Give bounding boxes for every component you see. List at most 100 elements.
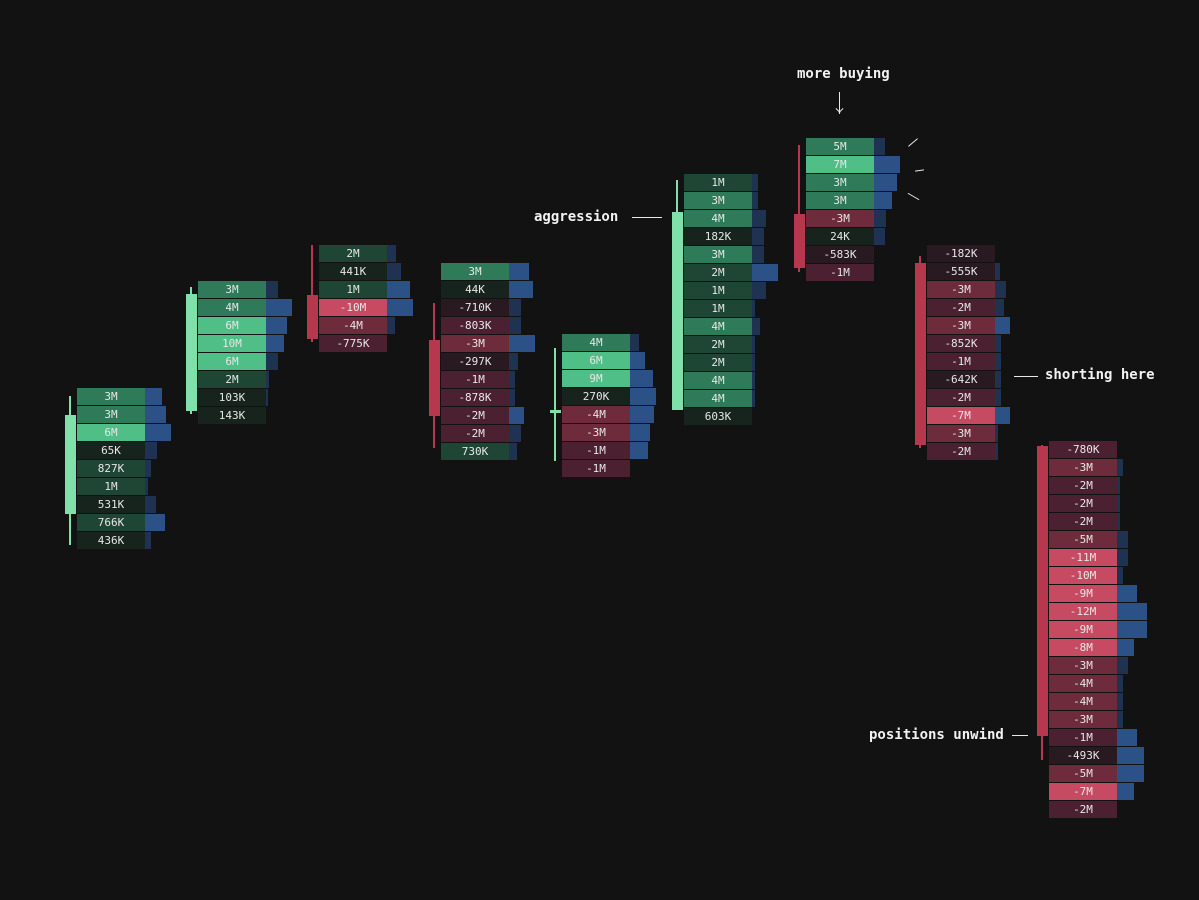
- footprint-cell: -583K: [806, 246, 874, 263]
- volume-bar: [509, 425, 521, 442]
- footprint-cell: -1M: [1049, 729, 1117, 746]
- footprint-cell: -5M: [1049, 765, 1117, 782]
- volume-bar: [752, 336, 755, 353]
- candle-body: [186, 293, 197, 411]
- footprint-cell: 4M: [684, 372, 752, 389]
- footprint-cell: 1M: [77, 478, 145, 495]
- footprint-cell: 1M: [684, 282, 752, 299]
- volume-bar: [995, 407, 1010, 424]
- volume-bar: [1117, 603, 1147, 620]
- volume-bar: [266, 281, 278, 298]
- volume-bar: [995, 281, 1006, 298]
- volume-bar: [266, 335, 284, 352]
- footprint-cell: -3M: [1049, 657, 1117, 674]
- volume-bar: [874, 156, 900, 173]
- volume-bar: [1117, 549, 1128, 566]
- volume-bar: [752, 318, 760, 335]
- volume-bar: [995, 299, 1004, 316]
- annotation-more-buying: more buying: [797, 66, 890, 82]
- volume-bar: [874, 174, 897, 191]
- footprint-cell: 6M: [198, 353, 266, 370]
- footprint-cell: -493K: [1049, 747, 1117, 764]
- volume-bar: [630, 406, 654, 423]
- volume-bar: [145, 424, 171, 441]
- volume-bar: [145, 532, 151, 549]
- footprint-cell: -1M: [441, 371, 509, 388]
- volume-bar: [266, 317, 287, 334]
- volume-bar: [752, 210, 766, 227]
- footprint-cell: 7M: [806, 156, 874, 173]
- footprint-cell: -780K: [1049, 441, 1117, 458]
- footprint-cell: 143K: [198, 407, 266, 424]
- footprint-cell: 3M: [198, 281, 266, 298]
- volume-bar: [630, 424, 650, 441]
- footprint-cell: 4M: [684, 390, 752, 407]
- volume-bar: [509, 281, 533, 298]
- annotation-positions-unwind: positions unwind: [869, 727, 1004, 743]
- footprint-cell: 603K: [684, 408, 752, 425]
- volume-bar: [1117, 495, 1120, 512]
- volume-bar: [1117, 585, 1137, 602]
- footprint-cell: -5M: [1049, 531, 1117, 548]
- arrow-down-shaft: [839, 92, 840, 114]
- footprint-cell: 730K: [441, 443, 509, 460]
- volume-bar: [630, 334, 639, 351]
- volume-bar: [1117, 783, 1134, 800]
- footprint-cell: -642K: [927, 371, 995, 388]
- volume-bar: [1117, 729, 1137, 746]
- volume-bar: [874, 210, 886, 227]
- volume-bar: [1117, 531, 1128, 548]
- footprint-cell: -3M: [927, 317, 995, 334]
- footprint-cell: 9M: [562, 370, 630, 387]
- volume-bar: [509, 407, 524, 424]
- footprint-cell: 3M: [77, 388, 145, 405]
- footprint-cell: -775K: [319, 335, 387, 352]
- volume-bar: [387, 245, 396, 262]
- volume-bar: [752, 372, 755, 389]
- footprint-cell: 2M: [319, 245, 387, 262]
- volume-bar: [387, 281, 410, 298]
- volume-bar: [387, 317, 395, 334]
- footprint-cell: -803K: [441, 317, 509, 334]
- volume-bar: [995, 353, 1001, 370]
- volume-bar: [509, 263, 529, 280]
- candle-wick: [311, 245, 313, 342]
- footprint-cell: -8M: [1049, 639, 1117, 656]
- footprint-cell: -4M: [1049, 693, 1117, 710]
- aggression-dash: [632, 217, 662, 218]
- footprint-cell: -3M: [927, 281, 995, 298]
- footprint-cell: -4M: [562, 406, 630, 423]
- footprint-cell: -10M: [1049, 567, 1117, 584]
- volume-bar: [630, 388, 656, 405]
- footprint-cell: -7M: [1049, 783, 1117, 800]
- footprint-cell: -9M: [1049, 621, 1117, 638]
- footprint-cell: 103K: [198, 389, 266, 406]
- footprint-cell: -1M: [562, 460, 630, 477]
- candle-body: [429, 340, 440, 416]
- candle-body: [672, 211, 683, 410]
- footprint-cell: -3M: [441, 335, 509, 352]
- footprint-cell: 766K: [77, 514, 145, 531]
- annotation-aggression: aggression: [534, 209, 619, 225]
- footprint-cell: -555K: [927, 263, 995, 280]
- volume-bar: [995, 263, 1000, 280]
- footprint-cell: 436K: [77, 532, 145, 549]
- volume-bar: [995, 317, 1010, 334]
- candle-wick: [798, 145, 800, 272]
- footprint-cell: 3M: [806, 174, 874, 191]
- footprint-cell: -2M: [1049, 477, 1117, 494]
- volume-bar: [1117, 567, 1123, 584]
- volume-bar: [752, 300, 755, 317]
- volume-bar: [145, 496, 156, 513]
- footprint-cell: -3M: [927, 425, 995, 442]
- volume-bar: [145, 406, 166, 423]
- volume-bar: [509, 299, 521, 316]
- footprint-cell: 6M: [198, 317, 266, 334]
- footprint-cell: 1M: [684, 300, 752, 317]
- volume-bar: [509, 389, 515, 406]
- footprint-cell: 1M: [319, 281, 387, 298]
- annotation-shorting-here: shorting here: [1045, 367, 1155, 383]
- candle-body: [915, 263, 926, 445]
- footprint-cell: 5M: [806, 138, 874, 155]
